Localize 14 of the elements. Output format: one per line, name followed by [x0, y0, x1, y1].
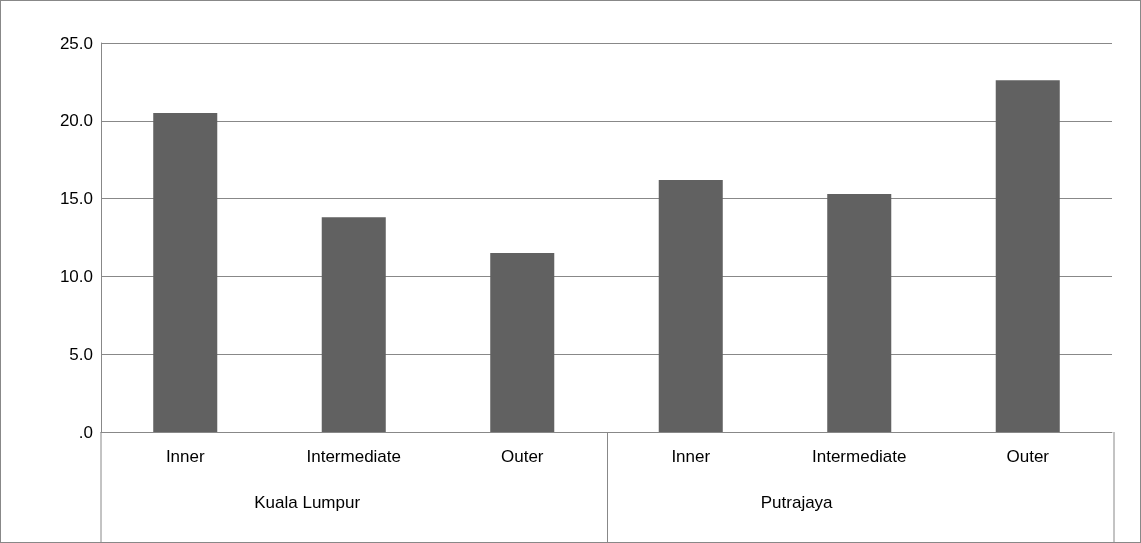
x-tick-label: Inner: [165, 447, 205, 466]
y-tick-label: 25.0: [59, 33, 93, 53]
x-tick-label: Outer: [500, 447, 544, 466]
y-tick-label: .0: [78, 422, 93, 442]
text: Kuala Lumpur: [254, 493, 361, 512]
y-tick-label: 15.0: [59, 189, 93, 209]
x-tick-label: Outer: [1006, 447, 1050, 466]
y-tick-label: 10.0: [59, 266, 93, 286]
x-tick-label: Intermediate: [306, 447, 401, 466]
text: Putrajaya: [760, 493, 834, 512]
x-tick-label: Intermediate: [812, 447, 907, 466]
y-tick-label: 5.0: [69, 344, 93, 364]
y-tick-label: 20.0: [59, 111, 93, 131]
x-tick-label: Inner: [671, 447, 711, 466]
